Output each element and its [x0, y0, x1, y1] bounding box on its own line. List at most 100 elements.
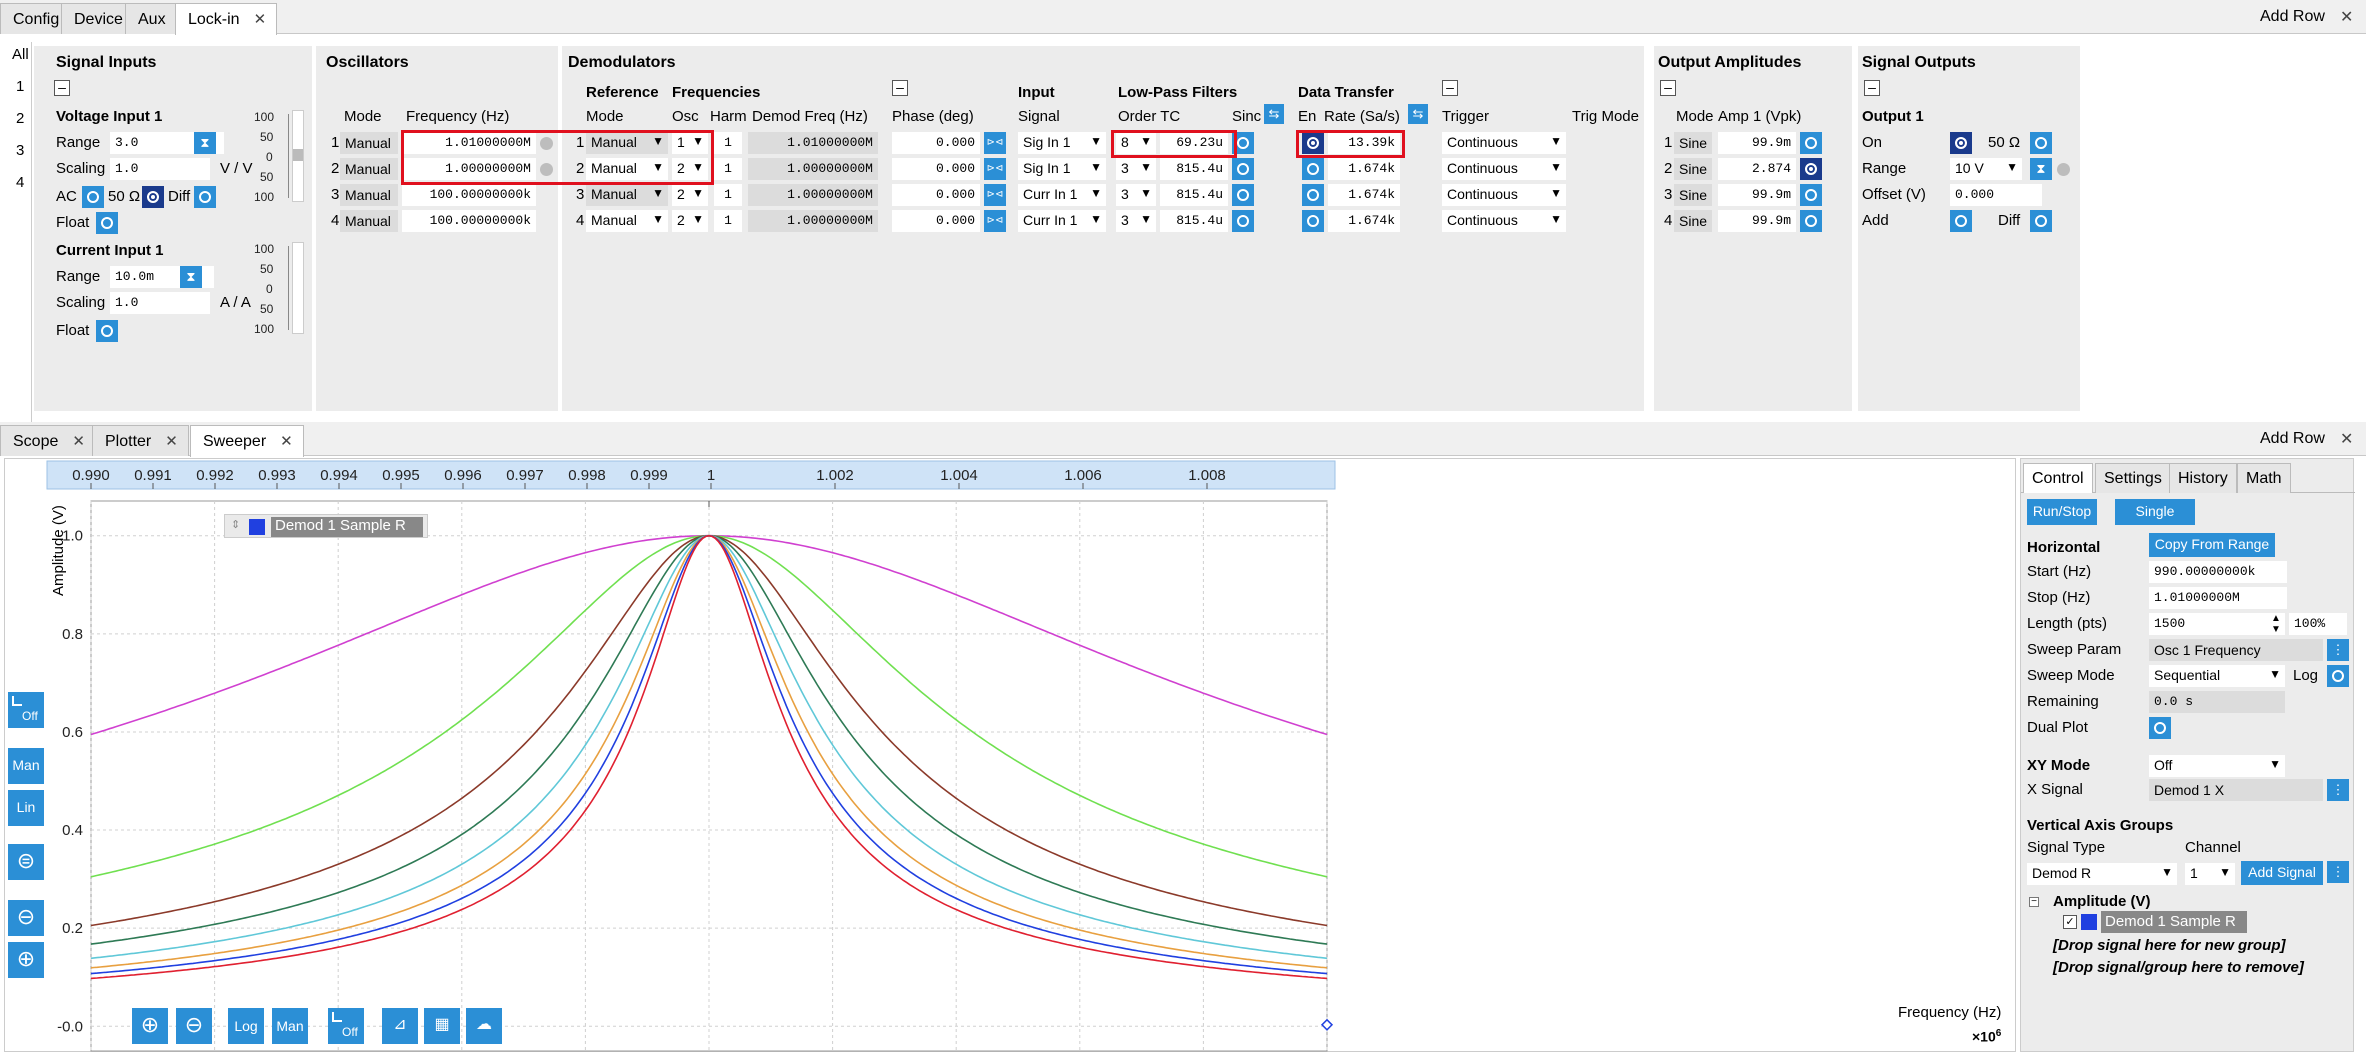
current-scaling-input[interactable]: 1.0 [110, 292, 210, 314]
sync-icon[interactable]: ⇆ [1408, 104, 1428, 124]
data-transfer-enable-toggle[interactable] [1302, 210, 1324, 232]
output-amplitude-input[interactable]: 99.9m [1718, 210, 1796, 232]
output-amplitude-input[interactable]: 2.874 [1718, 158, 1796, 180]
demod-osc-select[interactable]: 2 ▼ [672, 210, 708, 232]
filter-order-select[interactable]: 3 ▼ [1116, 158, 1156, 180]
copy-from-range-button[interactable]: Copy From Range [2149, 533, 2275, 557]
side-tab-1[interactable]: 1 [16, 78, 25, 95]
voltage-scaling-input[interactable]: 1.0 [110, 158, 210, 180]
side-tab-2[interactable]: 2 [16, 110, 25, 127]
xy-mode-select[interactable]: Off ▼ [2149, 755, 2285, 777]
x-manual-button[interactable]: Man [272, 1008, 308, 1044]
osc-frequency-input[interactable]: 100.00000000k [402, 184, 536, 206]
zoom-in-icon[interactable]: ⊕ [132, 1008, 168, 1044]
add-row-button[interactable]: Add Row [2260, 430, 2325, 447]
close-icon[interactable]: ✕ [2340, 9, 2354, 26]
data-transfer-enable-toggle[interactable] [1302, 158, 1324, 180]
diff-toggle[interactable] [2030, 210, 2052, 232]
trigger-select[interactable]: Continuous ▼ [1442, 158, 1566, 180]
length-percent-input[interactable]: 100% [2289, 613, 2347, 635]
tab-lockin[interactable]: Lock-in ✕ [175, 3, 278, 35]
single-button[interactable]: Single [2115, 499, 2195, 525]
start-input[interactable]: 990.00000000k [2149, 561, 2287, 583]
zero-phase-icon[interactable]: ⊳⊲ [984, 158, 1006, 180]
diff-toggle[interactable] [194, 186, 216, 208]
filter-order-select[interactable]: 8 ▼ [1116, 132, 1156, 154]
offset-input[interactable]: 0.000 [1950, 184, 2042, 206]
add-signal-button[interactable]: Add Signal [2241, 861, 2323, 885]
autorange-icon[interactable]: ⧗ [180, 266, 202, 288]
fifty-ohm-toggle[interactable] [142, 186, 164, 208]
fifty-ohm-toggle[interactable] [2030, 132, 2052, 154]
input-signal-select[interactable]: Curr In 1 ▼ [1018, 184, 1106, 206]
tab-settings[interactable]: Settings [2095, 463, 2171, 493]
output-enable-toggle[interactable] [1800, 184, 1822, 206]
close-icon[interactable]: ✕ [280, 433, 293, 450]
sweep-mode-select[interactable]: Sequential ▼ [2149, 665, 2285, 687]
osc-frequency-input[interactable]: 1.00000000M [402, 158, 536, 180]
harmonic-input[interactable]: 1 [714, 158, 742, 180]
side-tab-4[interactable]: 4 [16, 174, 25, 191]
drag-handle-icon[interactable]: ⇕ [231, 519, 241, 531]
time-constant-input[interactable]: 815.4u [1160, 210, 1228, 232]
time-constant-input[interactable]: 815.4u [1160, 158, 1228, 180]
input-signal-select[interactable]: Sig In 1 ▼ [1018, 158, 1106, 180]
phase-input[interactable]: 0.000 [892, 158, 980, 180]
autorange-icon[interactable]: ⧗ [194, 132, 216, 154]
tree-collapse-icon[interactable]: − [2029, 897, 2039, 907]
stepper-icon[interactable]: ▲ ▼ [2271, 613, 2281, 635]
rate-input[interactable]: 1.674k [1328, 158, 1400, 180]
tree-select-icon[interactable]: ⋮ [2327, 639, 2349, 661]
x-log-button[interactable]: Log [228, 1008, 264, 1044]
zoom-in-icon[interactable]: ⊕ [8, 942, 44, 978]
y-manual-button[interactable]: Man [8, 748, 44, 784]
axis-group-signal[interactable]: Demod 1 Sample R [2101, 911, 2247, 933]
trigger-select[interactable]: Continuous ▼ [1442, 210, 1566, 232]
tab-scope[interactable]: Scope ✕ [0, 425, 96, 456]
demod-osc-select[interactable]: 1 ▼ [672, 132, 708, 154]
channel-select[interactable]: 1 ▼ [2185, 863, 2235, 885]
zoom-fit-icon[interactable]: ⊜ [8, 844, 44, 880]
x-signal-field[interactable]: Demod 1 X [2149, 779, 2323, 801]
phase-input[interactable]: 0.000 [892, 184, 980, 206]
output-amplitude-input[interactable]: 99.9m [1718, 132, 1796, 154]
tree-select-icon[interactable]: ⋮ [2327, 861, 2349, 883]
input-signal-select[interactable]: Sig In 1 ▼ [1018, 132, 1106, 154]
x-axis-off-button[interactable]: Off [328, 1008, 364, 1044]
filter-order-select[interactable]: 3 ▼ [1116, 210, 1156, 232]
sweep-param-field[interactable]: Osc 1 Frequency [2149, 639, 2323, 661]
data-transfer-enable-toggle[interactable] [1302, 132, 1324, 154]
demod-osc-select[interactable]: 2 ▼ [672, 158, 708, 180]
drop-new-group-zone[interactable]: [Drop signal here for new group] [2053, 937, 2286, 954]
input-signal-select[interactable]: Curr In 1 ▼ [1018, 210, 1106, 232]
demod-mode-select[interactable]: Manual ▼ [586, 158, 668, 180]
tab-plotter[interactable]: Plotter ✕ [92, 425, 189, 456]
axis-off-button[interactable]: Off [8, 692, 44, 728]
data-transfer-enable-toggle[interactable] [1302, 184, 1324, 206]
output-range-select[interactable]: 10 V ▼ [1950, 158, 2022, 180]
demod-osc-select[interactable]: 2 ▼ [672, 184, 708, 206]
output-on-toggle[interactable] [1950, 132, 1972, 154]
y-linear-button[interactable]: Lin [8, 790, 44, 826]
output-enable-toggle[interactable] [1800, 158, 1822, 180]
rate-input[interactable]: 1.674k [1328, 184, 1400, 206]
collapse-icon[interactable]: – [1864, 80, 1880, 96]
log-toggle[interactable] [2327, 665, 2349, 687]
sweeper-chart[interactable]: 0.990 0.991 0.992 0.993 0.994 0.995 0.996 0.997… [5, 459, 2017, 1053]
zero-phase-icon[interactable]: ⊳⊲ [984, 132, 1006, 154]
time-constant-input[interactable]: 69.23u [1160, 132, 1228, 154]
table-save-icon[interactable]: ▦ [424, 1008, 460, 1044]
collapse-icon[interactable]: – [1660, 80, 1676, 96]
drop-remove-zone[interactable]: [Drop signal/group here to remove] [2053, 959, 2304, 976]
sync-icon[interactable]: ⇆ [1264, 104, 1284, 124]
zoom-out-icon[interactable]: ⊖ [8, 900, 44, 936]
run-stop-button[interactable]: Run/Stop [2027, 499, 2097, 525]
cursor-save-icon[interactable]: ⊿ [382, 1008, 418, 1044]
tab-math[interactable]: Math [2237, 463, 2291, 493]
demod-mode-select[interactable]: Manual ▼ [586, 132, 668, 154]
float-toggle[interactable] [96, 320, 118, 342]
add-toggle[interactable] [1950, 210, 1972, 232]
demod-mode-select[interactable]: Manual ▼ [586, 184, 668, 206]
time-constant-input[interactable]: 815.4u [1160, 184, 1228, 206]
harmonic-input[interactable]: 1 [714, 210, 742, 232]
